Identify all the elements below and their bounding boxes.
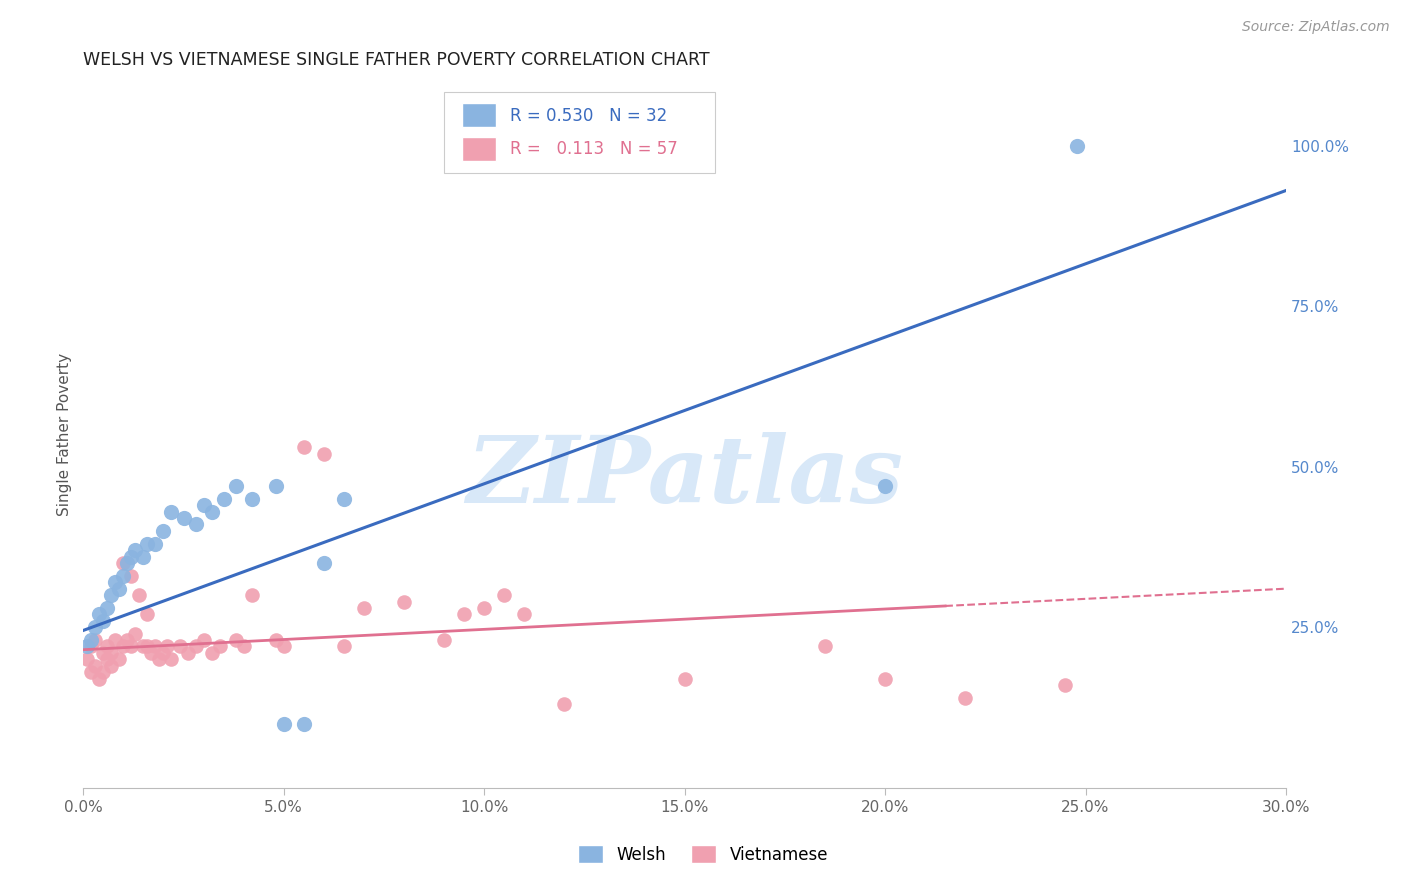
Point	[148, 652, 170, 666]
Point	[208, 640, 231, 654]
Point	[232, 640, 254, 654]
Point	[184, 640, 207, 654]
Point	[333, 640, 356, 654]
Point	[200, 505, 222, 519]
Point	[156, 640, 179, 654]
Point	[392, 594, 415, 608]
Point	[76, 652, 98, 666]
Point	[184, 517, 207, 532]
Point	[353, 601, 375, 615]
Point	[264, 479, 287, 493]
Point	[312, 556, 335, 570]
Point	[169, 640, 191, 654]
Point	[152, 646, 174, 660]
Point	[96, 640, 118, 654]
Point	[472, 601, 495, 615]
Legend: Welsh, Vietnamese: Welsh, Vietnamese	[571, 838, 835, 871]
Point	[160, 505, 183, 519]
Point	[273, 640, 295, 654]
Point	[100, 658, 122, 673]
Point	[124, 543, 146, 558]
Point	[333, 491, 356, 506]
Point	[84, 620, 107, 634]
Point	[814, 640, 837, 654]
Y-axis label: Single Father Poverty: Single Father Poverty	[58, 353, 72, 516]
Point	[84, 658, 107, 673]
Point	[117, 556, 139, 570]
Point	[193, 633, 215, 648]
Point	[225, 633, 247, 648]
Point	[112, 556, 135, 570]
Point	[104, 575, 127, 590]
Point	[120, 569, 142, 583]
Point	[160, 652, 183, 666]
Point	[132, 549, 155, 564]
Point	[145, 640, 167, 654]
Point	[453, 607, 475, 622]
Text: Source: ZipAtlas.com: Source: ZipAtlas.com	[1241, 20, 1389, 34]
Point	[145, 537, 167, 551]
Point	[513, 607, 536, 622]
Point	[176, 646, 198, 660]
Point	[124, 626, 146, 640]
Point	[120, 640, 142, 654]
Point	[112, 569, 135, 583]
Point	[152, 524, 174, 538]
Point	[80, 633, 103, 648]
Point	[212, 491, 235, 506]
Point	[200, 646, 222, 660]
Point	[1054, 678, 1077, 692]
Point	[240, 588, 263, 602]
Point	[100, 588, 122, 602]
Point	[141, 646, 163, 660]
Point	[112, 640, 135, 654]
Point	[136, 537, 159, 551]
Text: R =   0.113   N = 57: R = 0.113 N = 57	[510, 140, 678, 158]
Point	[264, 633, 287, 648]
Point	[89, 672, 111, 686]
FancyBboxPatch shape	[444, 92, 714, 173]
Point	[117, 633, 139, 648]
Point	[240, 491, 263, 506]
Point	[100, 646, 122, 660]
Point	[955, 690, 977, 705]
Point	[312, 447, 335, 461]
Point	[76, 640, 98, 654]
FancyBboxPatch shape	[463, 136, 496, 161]
Point	[84, 633, 107, 648]
Point	[96, 652, 118, 666]
Point	[292, 441, 315, 455]
Point	[132, 640, 155, 654]
Point	[273, 716, 295, 731]
Text: WELSH VS VIETNAMESE SINGLE FATHER POVERTY CORRELATION CHART: WELSH VS VIETNAMESE SINGLE FATHER POVERT…	[83, 51, 710, 69]
Point	[108, 652, 131, 666]
Point	[193, 498, 215, 512]
Point	[108, 582, 131, 596]
Point	[673, 672, 696, 686]
Point	[80, 665, 103, 680]
Point	[128, 588, 150, 602]
Point	[104, 633, 127, 648]
FancyBboxPatch shape	[463, 103, 496, 127]
Point	[96, 601, 118, 615]
Point	[225, 479, 247, 493]
Point	[1066, 138, 1088, 153]
Point	[80, 640, 103, 654]
Point	[173, 511, 195, 525]
Point	[91, 646, 114, 660]
Point	[91, 614, 114, 628]
Text: ZIPatlas: ZIPatlas	[467, 432, 903, 522]
Point	[553, 698, 575, 712]
Point	[873, 672, 896, 686]
Point	[120, 549, 142, 564]
Point	[89, 607, 111, 622]
Point	[494, 588, 516, 602]
Point	[136, 640, 159, 654]
Point	[433, 633, 456, 648]
Point	[136, 607, 159, 622]
Point	[91, 665, 114, 680]
Text: R = 0.530   N = 32: R = 0.530 N = 32	[510, 106, 668, 125]
Point	[292, 716, 315, 731]
Point	[873, 479, 896, 493]
